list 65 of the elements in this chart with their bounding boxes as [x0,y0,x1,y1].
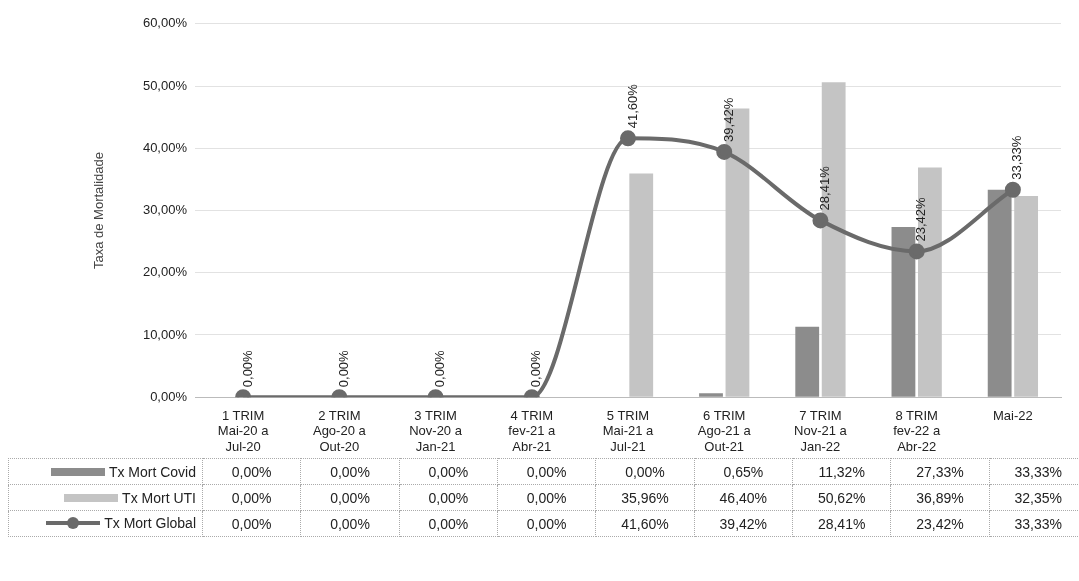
y-tick-label: 60,00% [142,15,188,31]
bar [987,189,1012,397]
legend-label: Tx Mort Global [104,515,196,531]
data-label: 23,42% [890,510,990,537]
x-tick-label: 3 TRIM Nov-20 a Jan-21 [409,407,463,454]
data-label: 0,00% [202,484,301,511]
data-label: 0,00% [300,484,400,511]
point [1004,181,1021,198]
y-axis-title: Taxa de Mortalidade [91,151,107,270]
point [716,143,733,160]
data-label: 28,41% [792,510,891,537]
data-label: 27,33% [890,458,990,485]
text: 39,42% [720,97,736,142]
data-label: 0,00% [300,458,400,485]
y-tick-label: 20,00% [142,264,188,280]
legend-label: Tx Mort Covid [108,464,196,480]
data-label: 39,42% [694,510,793,537]
data-label: 0,00% [202,458,301,485]
x-tick-label: Mai-22 [993,407,1033,423]
text: 0,00% [335,350,351,388]
bar [795,326,820,397]
data-label: 32,35% [989,484,1079,511]
x-tick-label: 5 TRIM Mai-21 a Jul-21 [602,407,655,454]
data-label: 0,00% [399,510,498,537]
data-label: 0,00% [202,510,301,537]
data-label: 0,65% [694,458,793,485]
data-label: 36,89% [890,484,990,511]
bar [699,393,723,397]
text: 0,00% [432,350,448,388]
text: 0,00% [239,350,255,388]
y-tick-label: 40,00% [142,139,188,155]
text: 0,00% [528,350,544,388]
data-label: 11,32% [792,458,891,485]
y-tick-label: 10,00% [142,326,188,342]
x-tick-label: 7 TRIM Nov-21 a Jan-22 [794,407,848,454]
data-label: 50,62% [792,484,891,511]
data-label: 33,33% [989,458,1079,485]
data-label: 0,00% [497,510,596,537]
data-label: 0,00% [497,458,596,485]
y-tick-label: 30,00% [142,202,188,218]
data-label: 0,00% [399,458,498,485]
point [620,130,636,147]
x-tick-label: 1 TRIM Mai-20 a Jul-20 [217,407,270,454]
data-label: 0,00% [595,458,695,485]
x-tick-label: 2 TRIM Ago-20 a Out-20 [312,407,367,454]
x-tick-label: 8 TRIM fev-22 a Abr-22 [893,407,941,454]
x-tick-label: 4 TRIM fev-21 a Abr-21 [508,407,557,454]
data-label: 41,60% [595,510,695,537]
text: 33,33% [1009,135,1025,180]
bar [891,227,916,397]
text: 23,42% [913,197,929,242]
x-tick-label: 6 TRIM Ago-21 a Out-21 [697,407,752,454]
legend-label: Tx Mort UTI [122,490,196,506]
y-tick-label: 0,00% [150,388,188,404]
text: 28,41% [817,166,833,211]
point [908,243,925,260]
data-label: 35,96% [595,484,695,511]
point [812,212,829,229]
data-label: 0,00% [399,484,498,511]
data-label: 33,33% [989,510,1079,537]
data-label: 0,00% [300,510,400,537]
data-label: 46,40% [694,484,793,511]
y-tick-label: 50,00% [142,77,188,93]
data-label: 0,00% [497,484,596,511]
text: 41,60% [624,84,640,129]
